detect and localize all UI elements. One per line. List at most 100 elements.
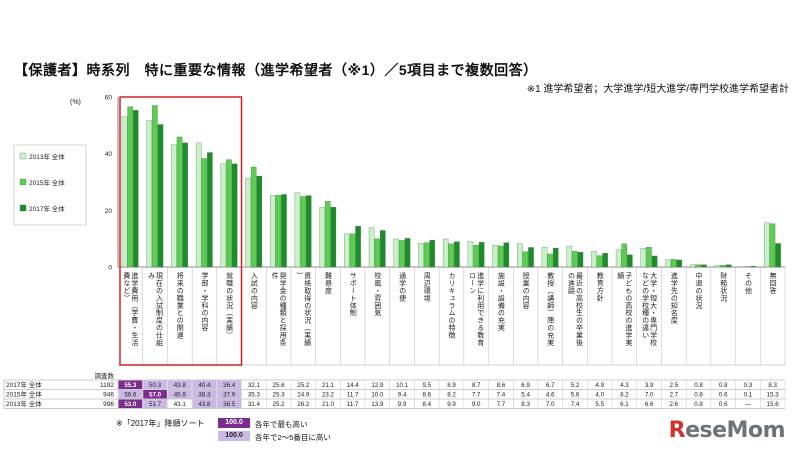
y-tick-label: 20 xyxy=(105,208,113,215)
category-label-19: の進路 xyxy=(568,272,576,295)
table-cell-highlight xyxy=(192,399,217,408)
bar-1-12 xyxy=(393,238,400,268)
table-value: 7.7 xyxy=(472,392,481,399)
table-value: ― xyxy=(745,401,752,408)
table-value: 8.2 xyxy=(447,392,456,399)
bar-1-9 xyxy=(319,207,325,268)
bar-2-19 xyxy=(572,250,578,268)
category-label-21: 子どもの高校の進学実 xyxy=(625,272,633,347)
bar-3-11 xyxy=(380,230,386,268)
table-value: 14.4 xyxy=(347,382,360,389)
bar-2-12 xyxy=(399,240,405,268)
table-value: 0.8 xyxy=(694,382,703,389)
category-label-8: ） xyxy=(296,271,304,279)
table-value: 5.4 xyxy=(521,392,530,399)
table-value: 21.0 xyxy=(322,401,335,408)
bar-1-10 xyxy=(344,233,350,268)
bar-3-24 xyxy=(701,264,707,268)
bar-1-19 xyxy=(566,245,572,268)
table-value: 43.8 xyxy=(174,382,187,389)
bar-3-17 xyxy=(528,247,534,268)
bar-3-22 xyxy=(651,255,658,268)
table-value: 3.9 xyxy=(645,382,654,389)
table-value: 25.6 xyxy=(273,382,286,389)
bar-1-18 xyxy=(541,247,548,268)
bar-1-16 xyxy=(492,245,498,268)
category-label-12: 通学の便 xyxy=(399,271,407,302)
legend-label-1: 2013年 全体 xyxy=(29,152,65,161)
table-value: 50.3 xyxy=(149,382,162,389)
table-value: 7.4 xyxy=(497,392,506,399)
table-cell-highlight xyxy=(217,380,242,389)
bar-3-16 xyxy=(503,242,510,268)
table-cell-highlight xyxy=(192,390,217,399)
table-value: 36.4 xyxy=(223,382,236,389)
table-cell-highlight xyxy=(143,380,167,389)
table-value: 4.3 xyxy=(620,382,629,389)
y-axis-label: (%) xyxy=(70,99,81,106)
table-value: 4.6 xyxy=(546,392,555,399)
bar-1-6 xyxy=(245,177,251,268)
table-cell-highlight xyxy=(192,380,217,389)
table-value: 38.3 xyxy=(198,392,211,399)
bar-1-17 xyxy=(517,243,523,268)
bar-2-11 xyxy=(374,238,380,268)
table-value: 31.4 xyxy=(248,401,261,408)
sample-size-header: 調査数 xyxy=(95,371,115,380)
category-label-24: 中退の状況 xyxy=(695,271,703,310)
legend-swatch-3 xyxy=(19,204,27,212)
table-value: 8.3 xyxy=(768,382,777,389)
bar-1-24 xyxy=(689,264,696,268)
table-value: 8.6 xyxy=(422,392,431,399)
bar-1-11 xyxy=(368,227,375,268)
table-value: 4.0 xyxy=(595,392,604,399)
category-label-15: ローン xyxy=(469,272,476,294)
table-value: 11.7 xyxy=(347,401,359,408)
bar-2-10 xyxy=(349,233,356,268)
bar-1-13 xyxy=(418,243,424,268)
highlight-legend-second-text: 各年で2～5番目に高い xyxy=(255,433,331,442)
bar-2-23 xyxy=(670,259,677,268)
bar-3-9 xyxy=(330,207,337,268)
table-value: 10.0 xyxy=(371,392,384,399)
category-label-4: 学部・学科の内容 xyxy=(201,271,209,332)
bar-3-1 xyxy=(132,110,139,268)
bar-1-14 xyxy=(442,238,449,268)
bar-2-18 xyxy=(547,253,553,268)
table-value: 53.0 xyxy=(124,401,137,408)
table-value: 23.2 xyxy=(322,392,335,399)
table-value: 37.9 xyxy=(223,392,236,399)
bar-2-27 xyxy=(769,223,776,268)
bar-2-8 xyxy=(300,196,306,268)
table-value: 26.2 xyxy=(297,401,310,408)
category-label-2: み xyxy=(148,272,156,279)
category-label-3: 将来の職業との関連 xyxy=(176,271,184,339)
category-label-5: 就職の状況（実績） xyxy=(226,271,234,338)
bar-2-13 xyxy=(423,242,430,268)
table-value: 0.8 xyxy=(719,382,728,389)
highlight-legend-second-key: 100.0 xyxy=(218,431,250,441)
bar-2-14 xyxy=(448,243,455,268)
highlight-legend-top-text: 各年で最も高い xyxy=(255,420,308,429)
table-value: 43.1 xyxy=(174,401,187,408)
table-value: 9.4 xyxy=(398,392,407,399)
table-value: 9.9 xyxy=(398,401,407,408)
table-value: 8.9 xyxy=(447,382,456,389)
highlight-legend-top-key: 100.0 xyxy=(218,418,250,428)
table-value: 2.7 xyxy=(670,392,679,399)
table-value: 8.4 xyxy=(422,401,431,408)
y-tick-label: 60 xyxy=(105,95,113,102)
table-value: 8.7 xyxy=(472,382,481,389)
table-value: 9.9 xyxy=(447,401,456,408)
category-label-17: 授業の内容 xyxy=(522,271,530,310)
table-value: 32.1 xyxy=(248,382,261,389)
category-label-18: 教授（講師）陣の充実 xyxy=(547,271,555,347)
bar-3-5 xyxy=(231,163,238,268)
table-value: 6.9 xyxy=(521,382,530,389)
bar-2-7 xyxy=(275,195,282,268)
table-value: 36.5 xyxy=(223,401,236,408)
bar-1-15 xyxy=(467,241,474,268)
category-label-9: 難易度 xyxy=(324,271,332,295)
bar-3-20 xyxy=(602,252,608,268)
